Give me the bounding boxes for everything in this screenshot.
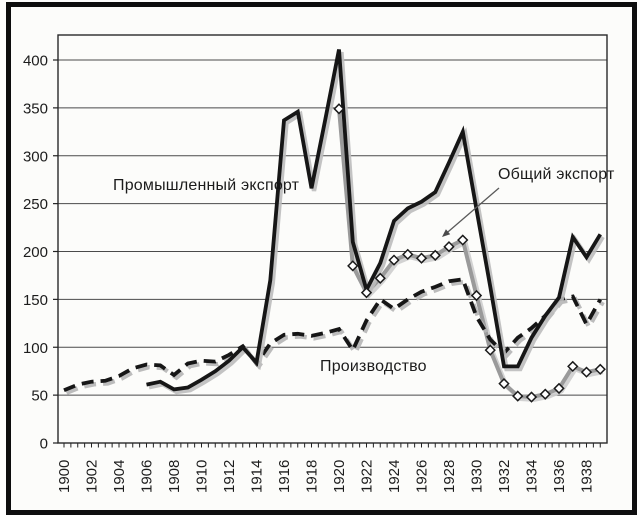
x-tick-label: 1904 — [111, 460, 128, 493]
series-industrial-export-line — [146, 49, 602, 392]
diamond-marker — [580, 366, 593, 378]
x-tick-label: 1916 — [276, 460, 293, 493]
x-tick-label: 1912 — [221, 460, 238, 493]
x-tick-label: 1934 — [524, 460, 541, 493]
diamond-marker — [360, 287, 373, 299]
x-tick-label: 1928 — [441, 460, 458, 493]
x-tick-label: 1910 — [194, 460, 211, 493]
y-tick-label: 100 — [23, 340, 48, 357]
series-production-line — [63, 277, 602, 393]
diamond-marker — [388, 254, 400, 266]
diamond-marker — [347, 260, 359, 272]
x-tick-label: 1914 — [249, 460, 266, 493]
x-tick-label: 1922 — [359, 460, 376, 493]
annotation-arrow-line — [446, 187, 500, 234]
x-tick-label: 1902 — [84, 460, 101, 493]
y-tick-label: 50 — [31, 388, 48, 405]
y-tick-label: 150 — [23, 292, 48, 309]
diamond-marker — [374, 272, 386, 284]
x-tick-label: 1926 — [414, 460, 431, 493]
x-tick-label: 1918 — [304, 460, 321, 493]
diamond-marker — [498, 377, 510, 390]
y-tick-label: 200 — [23, 244, 48, 261]
diamond-marker — [429, 249, 441, 261]
diamond-marker — [525, 391, 538, 403]
series-total-export-shadow — [339, 111, 604, 402]
diamond-marker — [457, 234, 469, 246]
diamond-marker — [594, 363, 606, 375]
annotation-production: Производство — [320, 358, 427, 375]
annotation-industrial-export: Промышленный экспорт — [113, 177, 300, 194]
y-tick-label: 300 — [23, 148, 48, 165]
series-industrial-export-shadow — [148, 51, 605, 395]
diamond-marker — [333, 103, 345, 115]
x-tick-label: 1936 — [551, 460, 568, 493]
y-tick-label: 0 — [40, 436, 48, 453]
diamond-marker — [567, 360, 579, 373]
x-tick-label: 1924 — [386, 460, 403, 493]
diamond-marker — [512, 390, 524, 402]
x-tick-label: 1932 — [496, 460, 513, 493]
diamond-marker — [539, 388, 551, 400]
annotation-arrow-head — [442, 229, 451, 237]
diamond-marker — [553, 382, 565, 395]
y-tick-label: 350 — [23, 100, 48, 117]
x-tick-label: 1930 — [469, 460, 486, 493]
diamond-marker — [470, 289, 483, 302]
diamond-marker — [415, 252, 428, 264]
x-tick-label: 1920 — [331, 460, 348, 493]
y-tick-label: 250 — [23, 196, 48, 213]
annotation-total-export: Общий экспорт — [498, 166, 615, 183]
x-tick-label: 1900 — [56, 460, 73, 493]
series-production-shadow — [65, 279, 605, 395]
diamond-marker — [402, 248, 414, 261]
diamond-marker — [484, 344, 496, 356]
x-tick-label: 1938 — [579, 460, 596, 493]
figure-frame — [6, 2, 637, 515]
y-tick-label: 400 — [23, 53, 48, 70]
x-tick-label: 1908 — [166, 460, 183, 493]
diamond-marker — [443, 241, 455, 253]
x-tick-label: 1906 — [139, 460, 156, 493]
